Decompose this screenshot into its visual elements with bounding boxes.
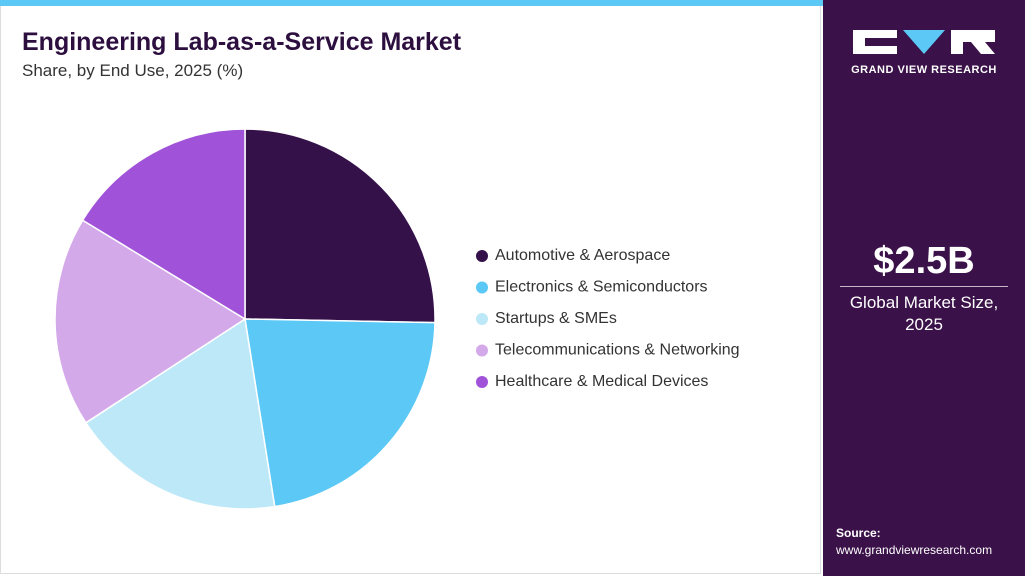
legend-label: Telecommunications & Networking [495,342,740,359]
pie-slice [244,318,436,508]
logo-r [951,30,995,54]
market-size-label: Global Market Size, 2025 [849,293,999,334]
logo-v [903,30,945,54]
divider [840,286,1008,287]
sidebar: GRAND VIEW RESEARCH $2.5B Global Market … [823,0,1025,576]
pie-slice [54,219,247,424]
legend-label: Startups & SMEs [495,310,617,327]
frame [0,6,821,574]
legend-marker [476,313,488,325]
chart: Automotive & Aerospace Electronics & Semi… [54,128,740,510]
legend-label: Healthcare & Medical Devices [495,373,708,390]
source-label: Source: [836,526,881,540]
brand: GRAND VIEW RESEARCH [851,64,997,76]
legend-label: Electronics & Semiconductors [495,279,708,296]
legend-marker [476,281,488,294]
market-size: $2.5B [873,240,975,282]
top-bar [0,0,823,6]
logo-g [853,30,897,54]
pie-slice [244,128,436,324]
chart-subtitle: Share, by End Use, 2025 (%) [22,61,244,80]
legend-marker [476,250,488,262]
legend-marker [476,344,488,357]
pie-slice [84,317,276,510]
legend-label: Automotive & Aerospace [495,247,670,264]
legend-marker [476,376,488,388]
logo [853,30,995,54]
pie-slice [81,128,246,321]
source-url: www.grandviewresearch.com [836,543,993,557]
chart-title: Engineering Lab-as-a-Service Market [22,28,462,56]
